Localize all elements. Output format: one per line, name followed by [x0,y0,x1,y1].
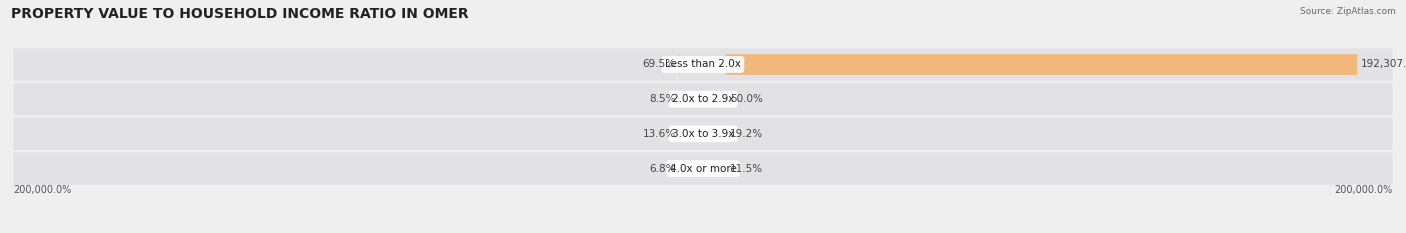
Text: 13.6%: 13.6% [643,129,676,139]
Text: Less than 2.0x: Less than 2.0x [665,59,741,69]
Text: 11.5%: 11.5% [730,164,763,174]
Text: 8.5%: 8.5% [650,94,676,104]
Text: PROPERTY VALUE TO HOUSEHOLD INCOME RATIO IN OMER: PROPERTY VALUE TO HOUSEHOLD INCOME RATIO… [11,7,468,21]
Text: 200,000.0%: 200,000.0% [1334,185,1392,195]
FancyBboxPatch shape [14,118,1392,150]
Text: 6.8%: 6.8% [650,164,676,174]
Text: 2.0x to 2.9x: 2.0x to 2.9x [672,94,734,104]
FancyBboxPatch shape [14,48,1392,81]
Text: 192,307.7%: 192,307.7% [1361,59,1406,69]
Text: 4.0x or more: 4.0x or more [669,164,737,174]
FancyBboxPatch shape [725,54,1357,75]
Text: 50.0%: 50.0% [730,94,763,104]
Text: Source: ZipAtlas.com: Source: ZipAtlas.com [1301,7,1396,16]
Text: 69.5%: 69.5% [643,59,676,69]
FancyBboxPatch shape [14,83,1392,115]
Text: 200,000.0%: 200,000.0% [14,185,72,195]
Text: 3.0x to 3.9x: 3.0x to 3.9x [672,129,734,139]
Text: 19.2%: 19.2% [730,129,763,139]
FancyBboxPatch shape [14,152,1392,185]
